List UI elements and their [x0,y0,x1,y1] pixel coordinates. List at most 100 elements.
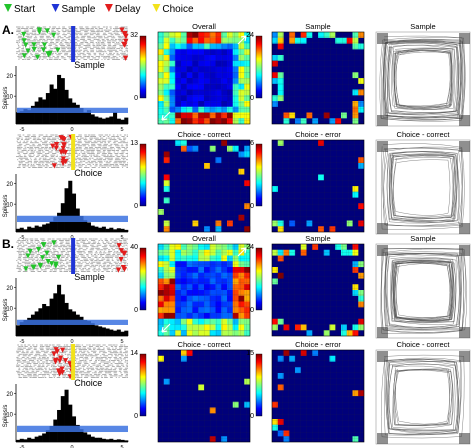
colorbar-max-label: 32 [130,32,138,39]
delay-marker-icon [60,156,67,162]
corner-port [377,33,388,44]
corner-port [377,327,388,338]
delay-marker-icon [122,30,128,37]
psth-bar [109,227,114,232]
y-tick-label: 10 [6,203,13,209]
rate-map-grid [158,244,250,336]
psth-bar [79,316,84,336]
legend-marker-delay-icon [104,4,113,12]
start-marker-icon [27,248,33,255]
trajectory-path [386,151,460,224]
psth-bar [57,74,62,124]
rate-map-title: Choice - correct [178,130,232,139]
start-marker-icon [44,28,50,34]
delay-marker-icon [61,142,67,148]
baseline-band [17,425,128,433]
psth-bar [105,328,110,336]
colorbar [139,353,147,417]
delay-marker-icon [58,355,64,361]
psth-bar [101,438,106,442]
direction-arrow-icon [237,35,247,45]
rate-map-primary: Overall 40 0 [130,234,251,337]
delay-marker-icon [58,149,64,155]
trajectory-path [390,256,457,326]
y-tick-label: 20 [6,392,13,398]
psth-bar [116,228,121,232]
start-marker-icon [23,266,29,272]
delay-marker-icon [121,41,127,47]
psth-bar [75,424,80,442]
event-label: Choice [74,168,102,178]
colorbar-min-label: 0 [250,95,254,102]
psth-bar [60,78,65,124]
direction-arrow-icon [161,111,171,121]
psth-bar [124,229,129,232]
psth-bar [79,107,84,124]
legend-label-delay: Delay [115,4,141,15]
trajectory-path [384,357,462,436]
psth-bar [105,117,110,124]
psth-bar [83,220,88,232]
psth-bar [86,434,91,442]
psth-bar [64,389,69,442]
corner-port [459,351,470,362]
psth-bar [86,110,91,124]
trajectory-path [393,369,452,426]
colorbar-max-label: 6 [250,140,254,147]
trajectory-path [390,154,456,219]
trajectory-path [388,363,459,431]
rate-map-title: Choice - error [295,340,341,349]
rate-map-title: Sample [305,234,330,243]
trajectory-path [394,49,454,108]
trajectory-plot: Choice - correct [375,130,471,235]
delay-marker-icon [62,358,69,364]
corner-port [459,245,470,256]
psth-bar [90,436,95,442]
psth-bar [86,321,91,336]
baseline-band [17,107,128,113]
colorbar [255,353,263,417]
psth-bar [49,84,54,124]
event-label: Sample [74,272,105,282]
trajectory-path [383,39,463,118]
trajectory-path [391,155,455,219]
colorbar-min-label: 0 [134,203,138,210]
delay-marker-icon [52,359,59,365]
psth-bar [120,331,125,336]
rate-map-title: Sample [305,22,330,31]
panel-letter-b: B. [2,237,14,251]
start-marker-icon [51,240,57,246]
colorbar-min-label: 0 [134,413,138,420]
psth-bar [113,112,118,124]
trajectory-path [390,154,457,220]
legend-marker-sample-icon [51,4,60,12]
corner-port [459,327,470,338]
y-tick-label: 10 [6,413,13,419]
trajectory-path [393,260,455,321]
psth-histogram: 20 10 -5 0 5 Spikes/s Sample [3,60,129,133]
psth-bar [53,293,58,336]
event-label: Choice [74,378,102,388]
colorbar [139,35,147,99]
trajectory-title: Choice - correct [397,130,451,139]
colorbar-min-label: 0 [134,95,138,102]
corner-port [377,351,388,362]
trajectory-path [385,253,462,330]
colorbar-max-label: 15 [246,350,254,357]
psth-bar [27,317,32,336]
psth-bar [49,221,54,232]
psth-bar [90,114,95,124]
trajectory-title: Choice - correct [397,340,451,349]
rate-map-title: Choice - error [295,130,341,139]
panel-letter-a: A. [2,23,14,37]
psth-bar [42,224,47,232]
rate-map-secondary: Choice - error 6 0 [250,130,365,233]
start-marker-icon [55,47,61,53]
psth-bar [49,425,54,442]
y-axis-label: Spikes/s [3,87,9,110]
baseline-band [17,215,128,223]
event-onset-bar [71,134,76,170]
psth-bar [19,438,24,442]
row-2: 20 10 -5 0 5 Spikes/s Choice Choice - correct 13… [3,130,471,241]
psth-bar [30,314,35,336]
